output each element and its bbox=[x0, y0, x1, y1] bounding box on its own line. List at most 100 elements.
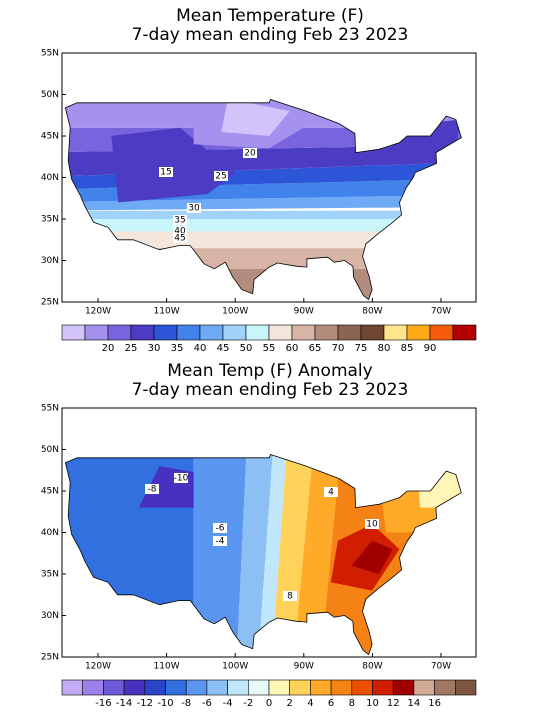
colorbar-label: 80 bbox=[378, 343, 391, 354]
color-box bbox=[222, 324, 247, 341]
lon-label: 120W bbox=[85, 662, 111, 672]
color-box bbox=[123, 679, 146, 696]
lat-label: 25N bbox=[41, 653, 59, 663]
colorbar-label: -8 bbox=[181, 698, 191, 709]
contour-fill bbox=[111, 127, 235, 203]
color-box bbox=[245, 324, 270, 341]
colorbar-label: 65 bbox=[309, 343, 322, 354]
color-box bbox=[392, 679, 415, 696]
colorbar-label: 85 bbox=[401, 343, 414, 354]
contour-label-bg bbox=[159, 167, 173, 177]
contour-label-bg bbox=[213, 523, 227, 533]
map-panel: Mean Temperature (F)7-day mean ending Fe… bbox=[41, 6, 477, 354]
lon-label: 110W bbox=[154, 662, 180, 672]
color-box bbox=[199, 324, 224, 341]
contour-fill bbox=[138, 466, 208, 508]
color-box bbox=[107, 324, 132, 341]
contour-label-bg bbox=[173, 233, 187, 243]
contour-label: 4 bbox=[328, 488, 334, 498]
lon-label: 90W bbox=[294, 307, 314, 317]
contour-fill bbox=[234, 454, 276, 655]
colorbar-label: 0 bbox=[266, 698, 272, 709]
colorbar-label: -10 bbox=[157, 698, 173, 709]
colorbar-label: 25 bbox=[125, 343, 138, 354]
color-box bbox=[176, 324, 201, 341]
contour-label-bg bbox=[324, 487, 338, 497]
colorbar-label: 50 bbox=[240, 343, 253, 354]
contour-label-bg bbox=[173, 226, 187, 236]
panel-title: Mean Temp (F) Anomaly bbox=[167, 361, 372, 381]
contour-label: -10 bbox=[174, 474, 189, 484]
contour-label: 30 bbox=[188, 204, 200, 214]
lat-label: 40N bbox=[41, 173, 59, 183]
lat-label: 30N bbox=[41, 256, 59, 266]
contour-label: -4 bbox=[216, 537, 225, 547]
contour-fill bbox=[193, 454, 249, 655]
contour-label-bg bbox=[213, 536, 227, 546]
contour-label: 35 bbox=[174, 216, 185, 226]
colorbar-label: 70 bbox=[332, 343, 345, 354]
lat-label: 50N bbox=[41, 90, 59, 100]
contour-label-bg bbox=[174, 473, 188, 483]
color-box bbox=[310, 679, 332, 696]
contour-fill bbox=[65, 231, 462, 249]
contour-fill bbox=[65, 210, 462, 219]
lat-label: 45N bbox=[41, 487, 59, 497]
contour-fill bbox=[221, 99, 290, 136]
us-outline bbox=[64, 99, 462, 301]
us-outline bbox=[64, 454, 462, 656]
panel-title: 7-day mean ending Feb 23 2023 bbox=[132, 25, 409, 45]
lat-label: 35N bbox=[41, 570, 59, 580]
lon-label: 110W bbox=[154, 307, 180, 317]
colorbar-label: 10 bbox=[366, 698, 379, 709]
color-box bbox=[291, 324, 316, 341]
lon-label: 70W bbox=[431, 662, 451, 672]
colorbar-label: 4 bbox=[307, 698, 313, 709]
map-fill bbox=[65, 99, 462, 300]
lon-label: 80W bbox=[362, 307, 382, 317]
contour-label: 20 bbox=[244, 149, 256, 159]
color-box bbox=[406, 324, 431, 341]
colorbar-label: 6 bbox=[328, 698, 334, 709]
color-box bbox=[351, 679, 373, 696]
colorbar-label: -2 bbox=[243, 698, 253, 709]
contour-label: 25 bbox=[215, 172, 226, 182]
colorbar-label: 40 bbox=[194, 343, 207, 354]
colorbar-label: 55 bbox=[263, 343, 276, 354]
color-box bbox=[84, 324, 109, 341]
color-box bbox=[153, 324, 178, 341]
lat-label: 40N bbox=[41, 528, 59, 538]
contour-label-bg bbox=[243, 148, 257, 158]
color-box bbox=[206, 679, 228, 696]
contour-label-bg bbox=[283, 591, 297, 601]
contour-label-bg bbox=[214, 171, 228, 181]
colorbar-label: -6 bbox=[202, 698, 212, 709]
lon-label: 120W bbox=[85, 307, 111, 317]
color-box bbox=[103, 679, 125, 696]
color-box bbox=[360, 324, 385, 341]
contour-label: 40 bbox=[174, 227, 186, 237]
lat-label: 55N bbox=[41, 404, 59, 414]
color-box bbox=[82, 679, 104, 696]
contour-label-bg bbox=[145, 484, 159, 494]
colorbar-label: 12 bbox=[387, 698, 400, 709]
color-box bbox=[330, 679, 353, 696]
colorbar-label: 75 bbox=[355, 343, 368, 354]
contour-fill bbox=[351, 540, 393, 574]
colorbar-label: 14 bbox=[408, 698, 421, 709]
panel-title: 7-day mean ending Feb 23 2023 bbox=[132, 380, 409, 400]
colorbar-label: -12 bbox=[137, 698, 153, 709]
contour-fill bbox=[65, 194, 462, 211]
contour-label: 8 bbox=[287, 592, 293, 602]
colorbar-label: -14 bbox=[116, 698, 132, 709]
contour-label: -6 bbox=[216, 524, 225, 534]
lon-label: 80W bbox=[362, 662, 382, 672]
contour-label: -8 bbox=[148, 485, 157, 495]
lat-label: 55N bbox=[41, 49, 59, 59]
contour-label: 10 bbox=[366, 520, 378, 530]
color-box bbox=[454, 679, 477, 696]
color-box bbox=[434, 679, 456, 696]
contour-label: 15 bbox=[160, 168, 171, 178]
